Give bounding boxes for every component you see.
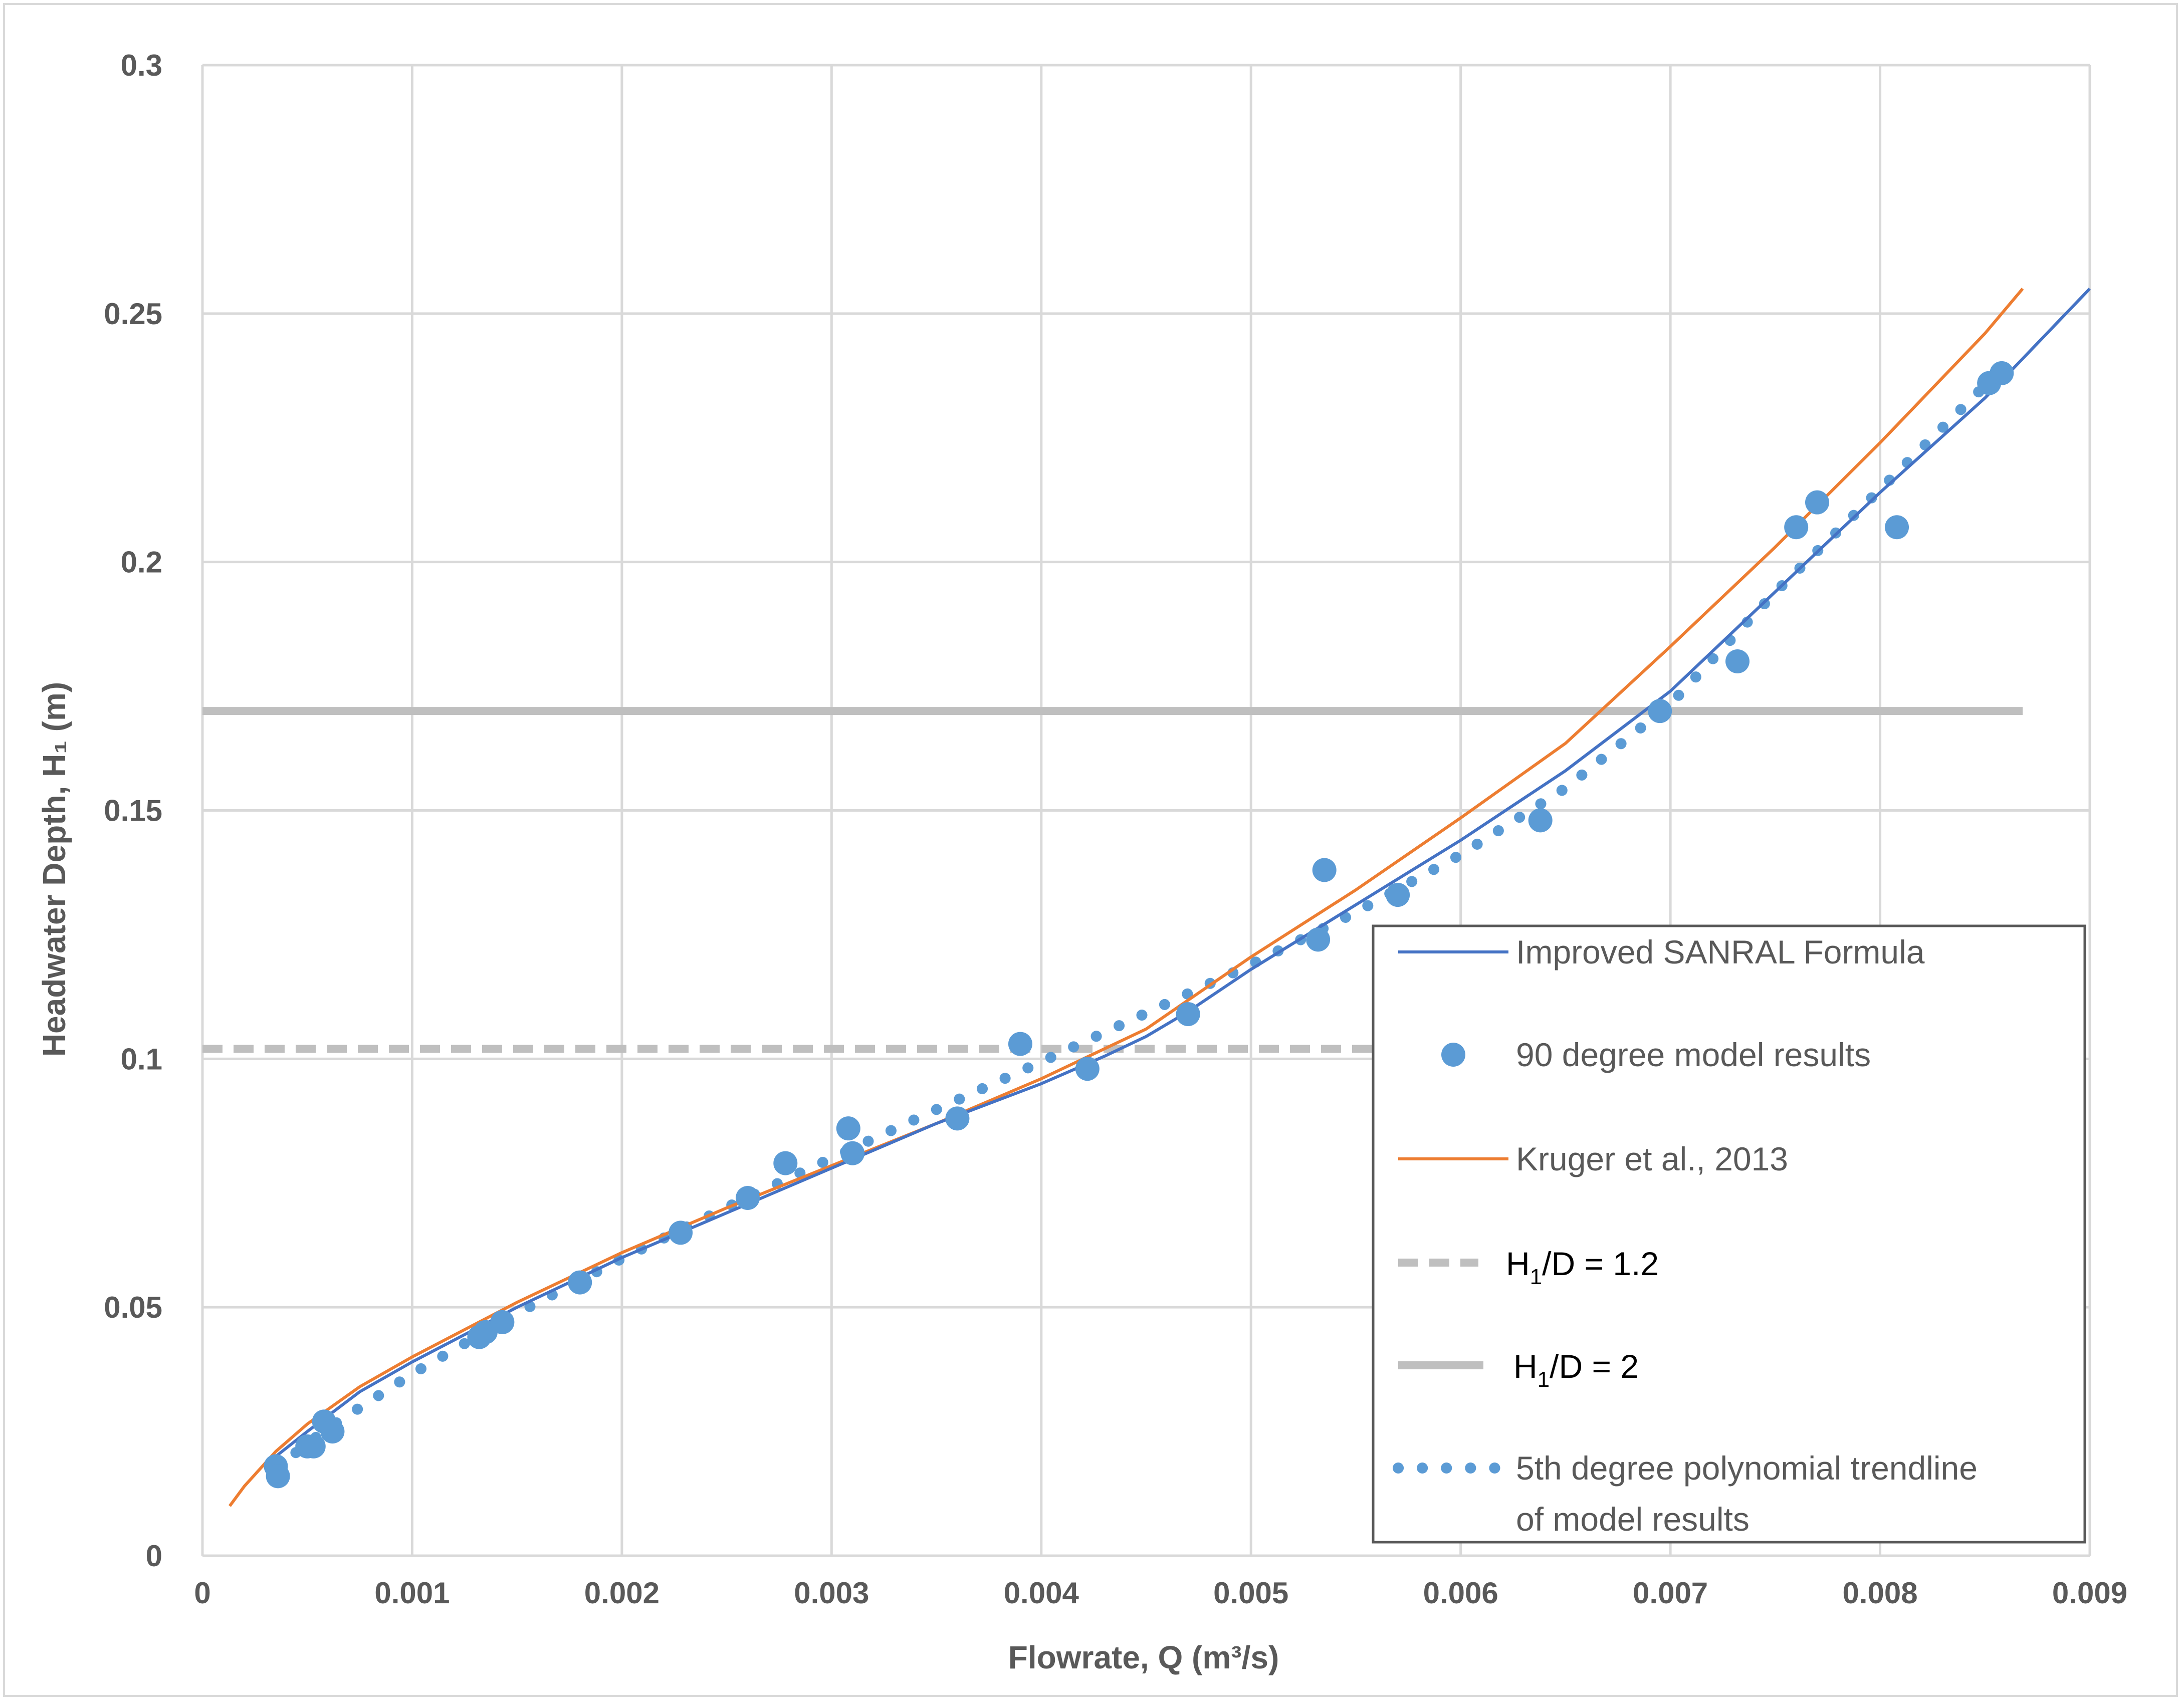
model-result-point-14 [840, 1141, 865, 1165]
y-tick-label-0: 0 [146, 1539, 162, 1573]
model-result-point-10 [669, 1221, 693, 1245]
series-model-results [264, 361, 2014, 1489]
legend-item-sanral: Improved SANRAL Formula [1398, 933, 1925, 970]
model-result-point-9 [568, 1270, 592, 1295]
model-result-point-20 [1312, 858, 1337, 882]
x-tick-label-1: 0.001 [374, 1576, 450, 1610]
y-tick-label-5: 0.25 [104, 297, 162, 331]
legend-item-model-results: 90 degree model results [1441, 1036, 1871, 1073]
model-result-point-25 [1784, 515, 1809, 540]
legend-swatch-model-results [1441, 1043, 1465, 1067]
series-trendline [270, 370, 2008, 1474]
series-kruger-line [228, 288, 2024, 1507]
y-axis-title: Headwater Depth, H₁ (m) [36, 682, 72, 1057]
x-tick-label-5: 0.005 [1213, 1576, 1288, 1610]
x-tick-label-4: 0.004 [1004, 1576, 1079, 1610]
legend-item-kruger: Kruger et al., 2013 [1398, 1140, 1788, 1177]
model-result-point-3 [301, 1434, 326, 1458]
model-result-point-15 [945, 1106, 970, 1131]
y-tick-label-1: 0.05 [104, 1291, 162, 1324]
y-tick-label-3: 0.15 [104, 794, 162, 828]
model-result-point-27 [1885, 515, 1909, 540]
x-tick-label-3: 0.003 [794, 1576, 869, 1610]
model-result-point-26 [1805, 490, 1830, 515]
model-result-point-18 [1176, 1002, 1200, 1027]
legend-label-trendline: 5th degree polynomial trendline [1516, 1449, 1978, 1487]
y-tick-label-2: 0.1 [121, 1042, 162, 1076]
x-tick-label-9: 0.009 [2052, 1576, 2127, 1610]
model-result-point-29 [1990, 361, 2014, 385]
x-tick-label-8: 0.008 [1842, 1576, 1917, 1610]
legend-item-h1d-2: H1/D = 2 [1398, 1348, 1639, 1392]
model-result-point-19 [1306, 927, 1331, 952]
x-axis-title: Flowrate, Q (m³/s) [1008, 1639, 1279, 1675]
model-result-point-13 [836, 1116, 860, 1141]
model-result-point-16 [1008, 1032, 1032, 1056]
model-result-point-1 [266, 1464, 290, 1489]
y-axis-ticks: 0 0.05 0.1 0.15 0.2 0.25 0.3 [104, 49, 162, 1573]
model-result-point-8 [490, 1310, 515, 1334]
y-tick-label-4: 0.2 [121, 546, 162, 579]
legend-label-h1d-2: H1/D = 2 [1513, 1348, 1639, 1392]
model-result-point-24 [1725, 649, 1750, 673]
model-result-point-17 [1075, 1057, 1100, 1081]
legend-label-model-results: 90 degree model results [1516, 1036, 1871, 1073]
x-tick-label-6: 0.006 [1423, 1576, 1498, 1610]
legend-label-h1d-1-2: H1/D = 1.2 [1506, 1245, 1659, 1289]
model-result-point-11 [735, 1186, 760, 1210]
y-tick-label-6: 0.3 [121, 49, 162, 82]
legend-label-trendline-line2: of model results [1516, 1501, 1750, 1538]
legend-item-h1d-1-2: H1/D = 1.2 [1398, 1245, 1659, 1289]
series-layer [202, 288, 2091, 1507]
model-result-point-22 [1528, 808, 1553, 833]
legend-item-trendline: 5th degree polynomial trendline of model… [1393, 1449, 1978, 1538]
x-tick-label-7: 0.007 [1633, 1576, 1708, 1610]
legend-box [1372, 924, 2086, 1544]
x-axis-ticks: 0 0.001 0.002 0.003 0.004 0.005 0.006 0.007 0.00… [194, 1576, 2127, 1610]
series-sanral-line [275, 288, 2091, 1458]
legend-label-kruger: Kruger et al., 2013 [1516, 1140, 1788, 1177]
x-tick-label-2: 0.002 [584, 1576, 660, 1610]
model-result-point-23 [1648, 699, 1672, 723]
model-result-point-5 [320, 1419, 345, 1444]
legend-label-sanral: Improved SANRAL Formula [1516, 933, 1925, 970]
model-result-point-21 [1386, 883, 1410, 907]
model-result-point-12 [773, 1151, 798, 1175]
legend: Improved SANRAL Formula 90 degree model … [1372, 924, 2086, 1544]
x-tick-label-0: 0 [194, 1576, 210, 1610]
